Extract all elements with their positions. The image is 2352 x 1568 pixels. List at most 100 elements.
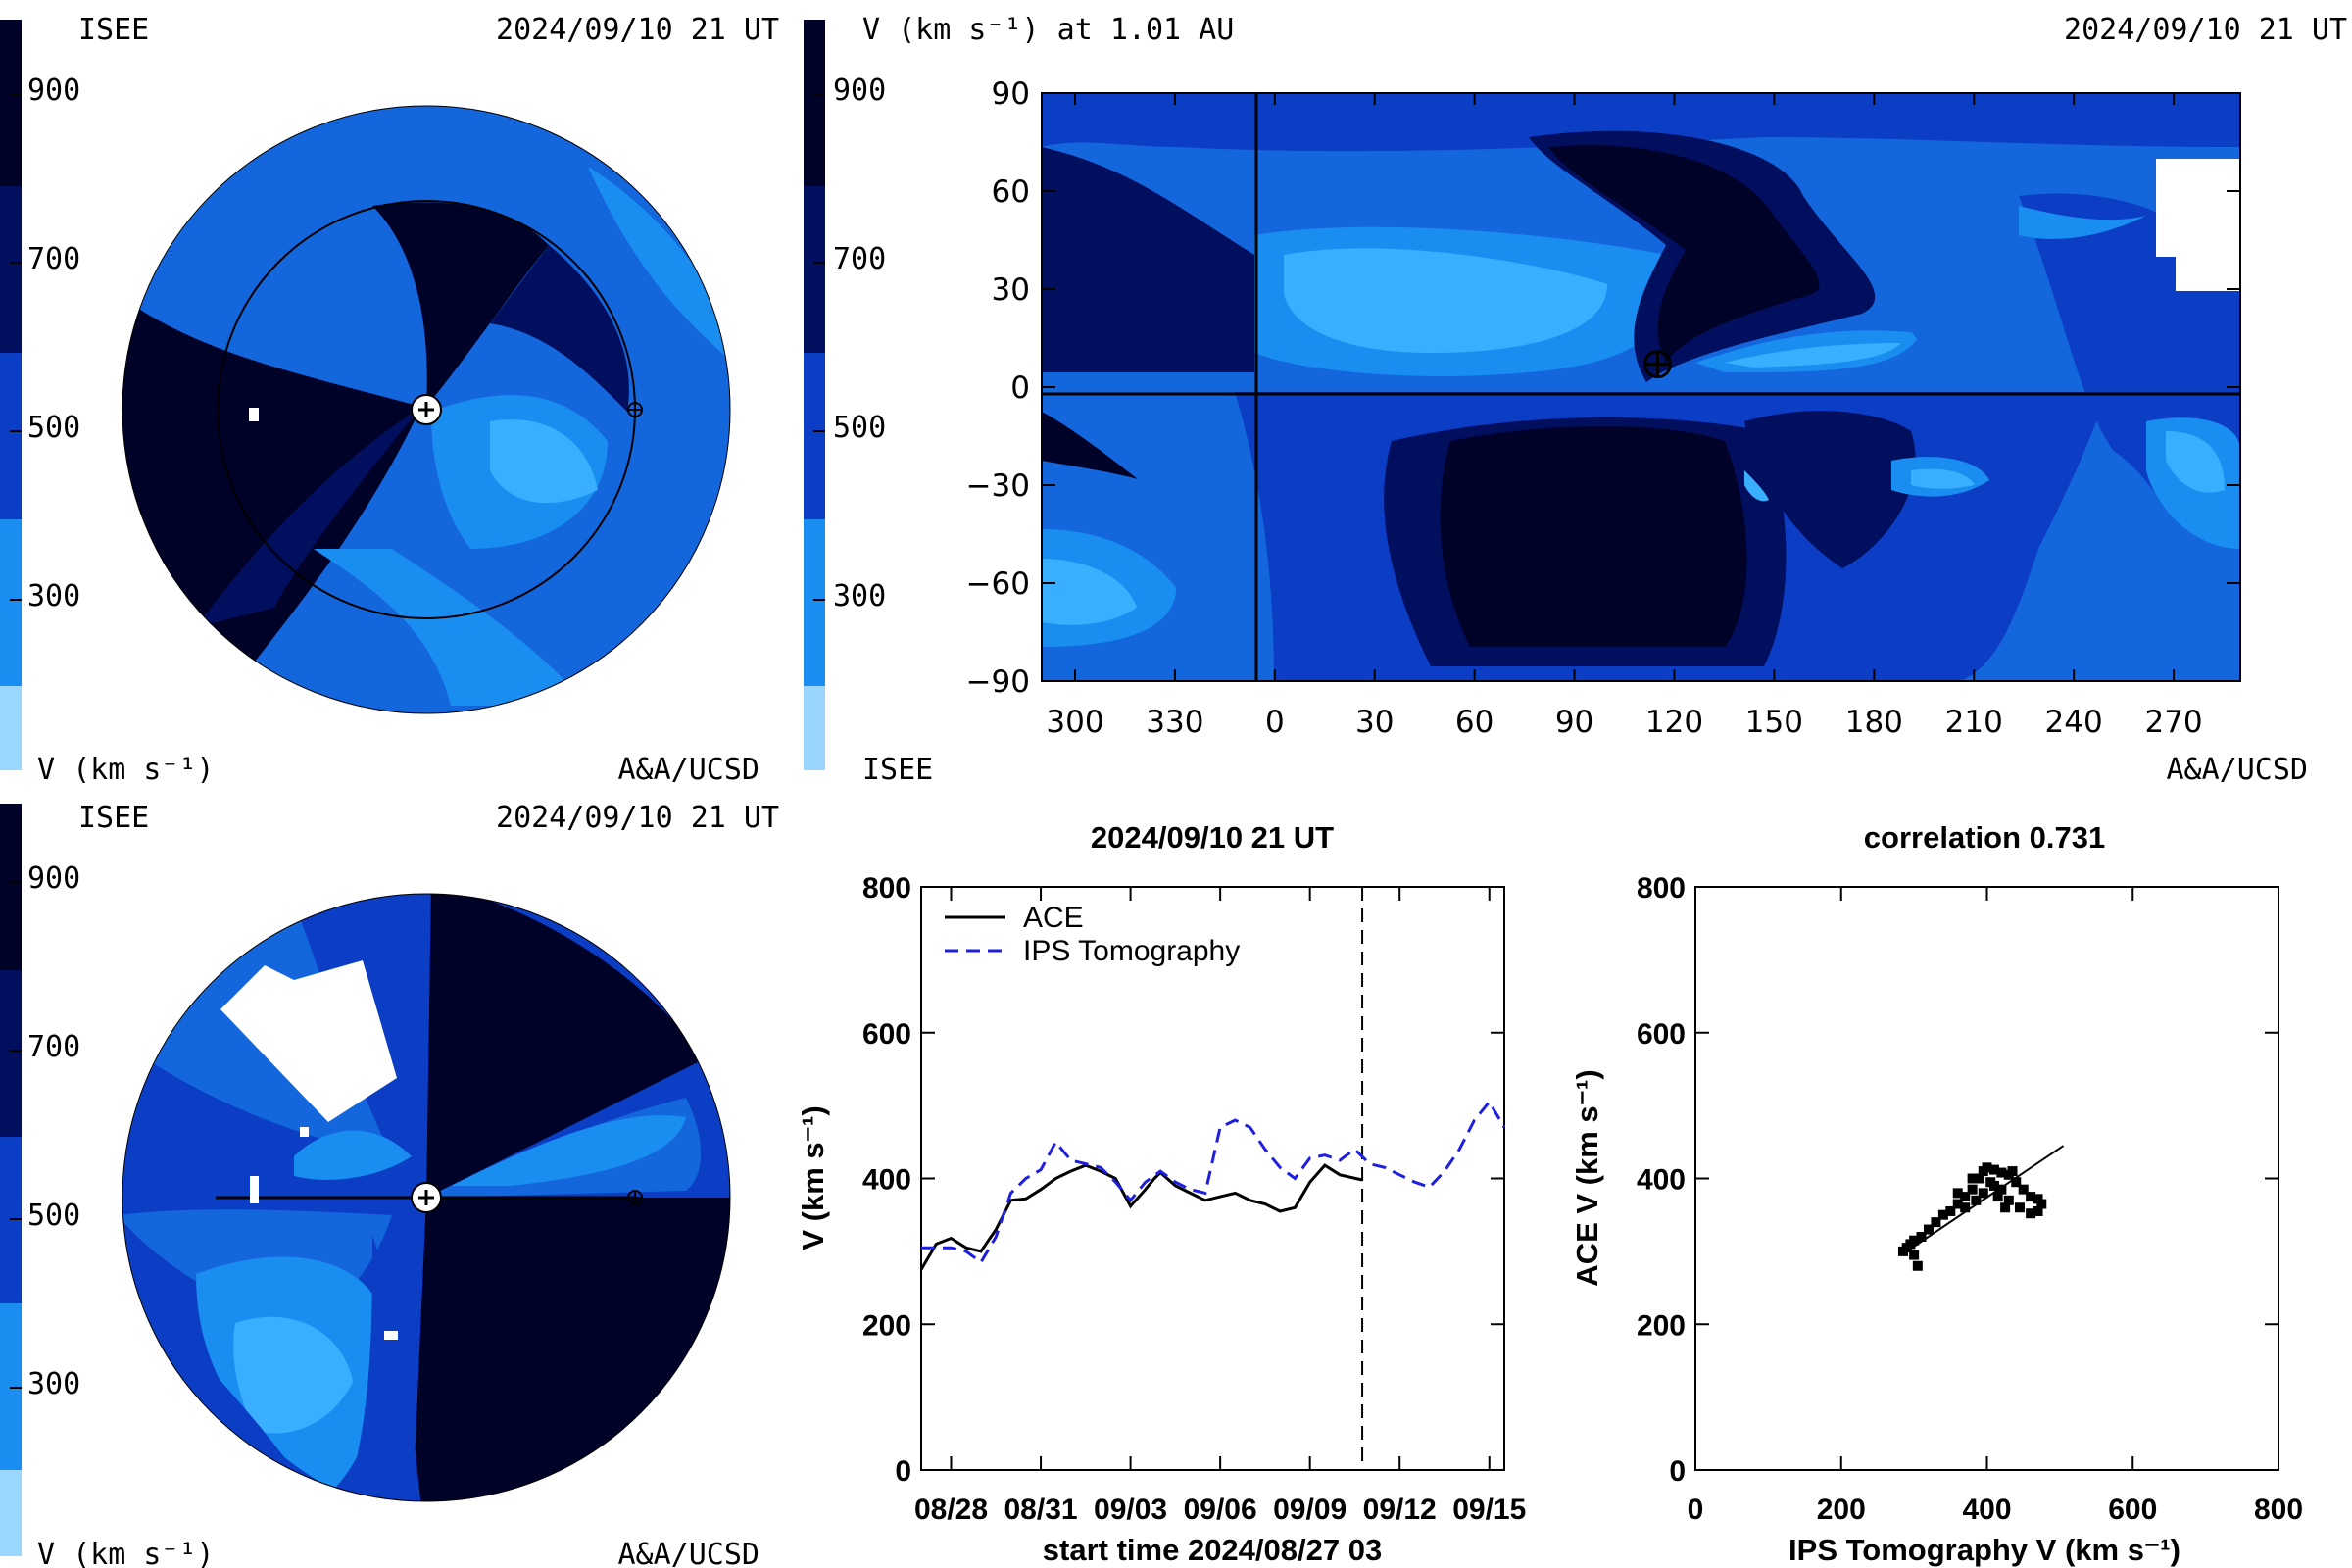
scatter-point [1912, 1260, 1923, 1271]
scatter-point [1909, 1250, 1920, 1260]
x-tick-label: 90 [1555, 705, 1593, 740]
legend: ACE IPS Tomography [945, 902, 1240, 967]
x-axis-label: start time 2024/08/27 03 [1043, 1533, 1382, 1567]
x-tick-label: 08/28 [914, 1494, 988, 1526]
scatter-point [1988, 1164, 1999, 1175]
y-tick-label: 30 [992, 272, 1030, 308]
x-tick-label: 0 [1688, 1494, 1704, 1526]
scatter-point [1988, 1180, 1999, 1191]
y-tick-label: 0 [895, 1455, 911, 1488]
y-tick-label: 60 [992, 174, 1030, 210]
colorbar-tick: 900 [833, 74, 886, 108]
org-label: ISEE [78, 13, 149, 47]
scatter-point [1971, 1195, 1982, 1205]
y-axis-label: V (km s⁻¹) [796, 1105, 830, 1250]
x-tick-label: 240 [2045, 705, 2103, 740]
regression-line [1906, 1145, 2065, 1252]
x-tick-label: 210 [1945, 705, 2003, 740]
y-tick-label: 400 [1637, 1164, 1686, 1197]
x-tick-label: 800 [2254, 1494, 2303, 1526]
scatter-point [1952, 1188, 1963, 1199]
y-tick-label: 400 [862, 1164, 911, 1197]
scatter-point [2000, 1202, 2011, 1213]
scatter-point [1931, 1217, 1941, 1228]
x-tick-label: 09/09 [1273, 1494, 1347, 1526]
scatter-point [2011, 1177, 2022, 1188]
x-axis-label: IPS Tomography V (km s⁻¹) [1788, 1533, 2180, 1567]
colorbar-label: V (km s⁻¹) [37, 753, 215, 787]
x-tick-label: 08/31 [1004, 1494, 1078, 1526]
x-tick-label: 09/12 [1363, 1494, 1437, 1526]
legend-label-ips: IPS Tomography [1023, 935, 1240, 967]
x-tick-label: 0 [1265, 705, 1285, 740]
x-tick-label: 30 [1355, 705, 1394, 740]
y-tick-label: 90 [992, 76, 1030, 112]
colorbar-tick: 300 [27, 579, 80, 613]
colorbar-top-right: 900 700 500 300 [804, 20, 886, 770]
scatter-point [1967, 1173, 1978, 1184]
x-tick-label: 180 [1845, 705, 1903, 740]
scatter-point [2018, 1184, 2029, 1195]
ace-series-line [919, 1163, 1363, 1271]
scatter-point [1945, 1205, 1956, 1216]
y-tick-label: −30 [966, 468, 1030, 504]
legend-label-ace: ACE [1023, 902, 1084, 934]
timeseries-axes: 0 200 400 600 800 08/28 08/31 09/03 09/06 09/09 09… [862, 872, 1526, 1526]
sun-cross-icon [418, 402, 434, 417]
scatter-point [1996, 1184, 2007, 1195]
y-tick-label: 0 [1669, 1455, 1686, 1488]
earth-icon [627, 402, 643, 417]
colorbar-tick: 700 [27, 242, 80, 276]
data-gap [249, 408, 259, 421]
data-gap [300, 1127, 309, 1137]
colorbar-bottom-left: 900 700 500 300 [0, 804, 80, 1556]
colorbar-tick: 900 [27, 74, 80, 108]
scatter-point [1982, 1162, 1992, 1173]
scatter-point [1909, 1235, 1920, 1246]
scatter-chart: correlation 0.731 0 200 400 600 800 0 200 400 60… [1570, 820, 2303, 1567]
y-tick-label: −60 [966, 566, 1030, 602]
earth-icon [1642, 350, 1672, 379]
scatter-point [2033, 1194, 2043, 1204]
ips-series-line [921, 1099, 1506, 1265]
synoptic-map-panel: 900 700 500 300 V (km s⁻¹) at 1.01 AU 20… [804, 13, 2347, 787]
timestamp-label: 2024/09/10 21 UT [496, 801, 779, 835]
scatter-point [2036, 1199, 2047, 1209]
timestamp-label: 2024/09/10 21 UT [496, 13, 779, 47]
x-tick-label: 270 [2144, 705, 2202, 740]
y-tick-label: 800 [862, 872, 911, 905]
colorbar-top-left: 900 700 500 300 [0, 20, 80, 770]
y-axis-label: ACE V (km s⁻¹) [1570, 1069, 1604, 1286]
x-tick-label: 300 [1046, 705, 1103, 740]
scatter-point [1937, 1209, 1948, 1220]
disk-boundary [122, 893, 731, 1502]
colorbar-tick: 700 [833, 242, 886, 276]
scatter-point [1967, 1184, 1978, 1195]
scatter-point [2007, 1166, 2018, 1177]
x-tick-label: 150 [1745, 705, 1803, 740]
x-tick-label: 400 [1962, 1494, 2011, 1526]
colorbar-tick: 900 [27, 861, 80, 896]
colorbar-tick: 500 [833, 411, 886, 445]
scatter-point [1952, 1199, 1963, 1209]
chart-title: 2024/09/10 21 UT [1091, 820, 1334, 855]
scatter-point [1960, 1202, 1971, 1213]
scatter-axes: 0 200 400 600 800 0 200 400 600 800 [1637, 872, 2303, 1526]
colorbar-label: V (km s⁻¹) [37, 1538, 215, 1568]
org-label: ISEE [862, 753, 933, 787]
x-tick-label: 09/03 [1094, 1494, 1167, 1526]
map-axes: 300 330 0 30 60 90 120 150 180 210 240 2709060300−3… [966, 76, 2240, 740]
y-tick-label: 200 [1637, 1309, 1686, 1342]
colorbar-tick: 700 [27, 1030, 80, 1064]
scatter-point [1916, 1232, 1927, 1242]
y-tick-label: 600 [862, 1018, 911, 1051]
meridional-view-panel: 900 700 500 300 ISEE 2024/09/10 21 UT V … [0, 801, 779, 1568]
scatter-point [1996, 1167, 2007, 1178]
credit-label: A&A/UCSD [618, 753, 760, 787]
timestamp-label: 2024/09/10 21 UT [2064, 13, 2347, 47]
x-tick-label: 60 [1455, 705, 1494, 740]
x-tick-label: 200 [1817, 1494, 1866, 1526]
scatter-point [2033, 1205, 2043, 1216]
x-tick-label: 330 [1146, 705, 1203, 740]
